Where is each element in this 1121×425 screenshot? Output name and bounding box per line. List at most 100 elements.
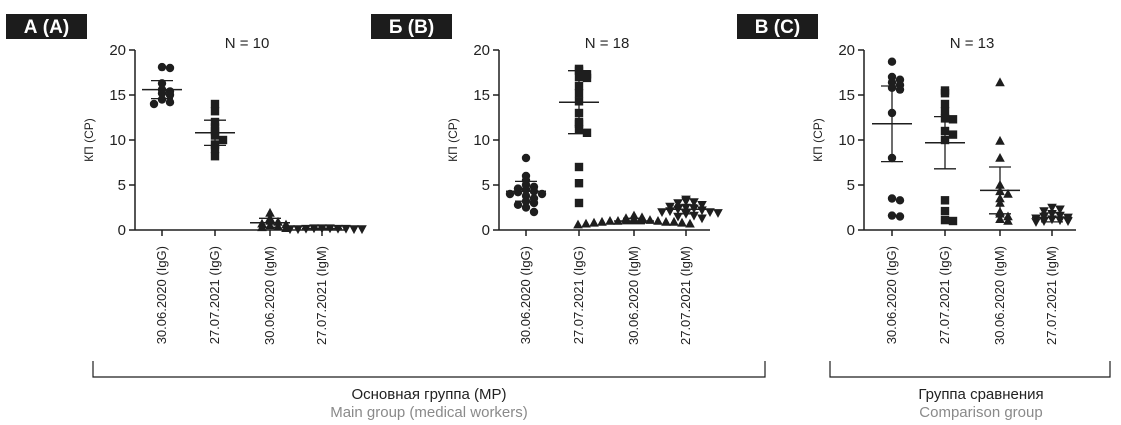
panel-2-data-point	[689, 198, 699, 208]
panel-2-data-point	[582, 73, 592, 83]
panel-2-y-tick-label: 20	[473, 42, 490, 59]
panel-2-y-tick-label: 10	[473, 132, 490, 149]
panel-1-data-point	[349, 225, 359, 235]
panel-3-data-point	[940, 206, 950, 216]
panel-3-data-point	[948, 115, 958, 124]
panel-3-data-point	[887, 211, 897, 220]
panel-3-badge-label: В (C)	[755, 17, 800, 38]
panel-3-data-point	[940, 215, 950, 225]
panel-3-category-label: 30.06.2020 (IgM)	[992, 246, 1007, 345]
panel-3-data-point	[1031, 218, 1041, 227]
panel-2-y-tick-label: 15	[473, 87, 490, 104]
panel-1-data-point	[165, 63, 175, 73]
panel-3-data-point	[895, 196, 905, 205]
panel-1-y-tick-label: 20	[109, 42, 126, 59]
panel-1-data-point	[218, 135, 228, 145]
panel-1-category-label: 27.07.2021 (IgM)	[314, 246, 329, 345]
panel-2-data-point	[673, 212, 683, 222]
panel-2-data-point	[513, 188, 523, 197]
panel-3-category-label: 27.07.2021 (IgG)	[937, 246, 952, 344]
panel-3-y-axis-title: КП (CP)	[811, 118, 825, 162]
panel-1-data-point	[210, 152, 220, 161]
panel-3-y-tick-label: 20	[838, 42, 855, 59]
panel-1-data-point	[157, 95, 167, 104]
comparison-group-label-en: Comparison group	[919, 404, 1042, 421]
panel-1-data-point	[165, 90, 175, 100]
panel-1-data-point	[285, 225, 295, 235]
panel-2-data-point	[645, 215, 655, 224]
panel-3-data-point	[1055, 216, 1065, 226]
panel-2-data-point	[589, 217, 599, 227]
panel-2-y-tick-label: 0	[482, 222, 490, 239]
panel-3-category-label: 30.06.2020 (IgG)	[884, 246, 899, 344]
panel-2-data-point	[689, 211, 699, 221]
panel-3-data-point	[940, 89, 950, 98]
panel-2-data-point	[573, 219, 583, 229]
panel-3-n-label: N = 13	[950, 35, 995, 52]
panel-1-y-tick-label: 5	[118, 177, 126, 194]
main-group-label-ru: Основная группа (МР)	[351, 386, 506, 403]
panel-2-data-point	[597, 216, 607, 226]
panel-2-data-point	[574, 198, 584, 208]
panel-1-category-label: 27.07.2021 (IgG)	[207, 246, 222, 344]
panel-3-data-point	[995, 214, 1005, 223]
comparison-group-bracket	[829, 361, 1111, 378]
panel-1-data-point	[357, 225, 367, 235]
panel-1-category-label: 30.06.2020 (IgM)	[262, 246, 277, 345]
panel-3-data-point	[995, 135, 1005, 145]
panel-2-badge-label: Б (B)	[389, 17, 434, 38]
panel-3-data-point	[887, 194, 897, 203]
panel-1-badge	[6, 14, 87, 39]
panel-3-data-point	[1003, 211, 1013, 221]
panel-2-data-point	[574, 162, 584, 172]
panel-2-data-point	[669, 216, 679, 226]
panel-2-y-tick-label: 5	[482, 177, 490, 194]
panel-1-data-point	[149, 99, 159, 109]
panel-2-data-point	[713, 209, 723, 218]
panel-2-data-point	[605, 216, 615, 225]
panel-3-data-point	[940, 99, 950, 109]
panel-3-data-point	[1039, 207, 1049, 217]
panel-3-data-point	[995, 153, 1005, 162]
panel-2-y-axis-title: КП (CP)	[446, 118, 460, 162]
panel-1-y-tick-label: 0	[118, 222, 126, 239]
panel-2-data-point	[582, 128, 592, 137]
panel-3-data-point	[1003, 189, 1013, 198]
panel-2-data-point	[657, 208, 667, 217]
panel-2-data-point	[661, 216, 671, 226]
panel-2-category-label: 30.06.2020 (IgG)	[518, 246, 533, 344]
panel-2-data-point	[681, 197, 691, 207]
panel-1-y-tick-label: 15	[109, 87, 126, 104]
panel-1-data-point	[341, 224, 351, 234]
panel-3-data-point	[940, 107, 950, 116]
panel-2-data-point	[521, 153, 531, 163]
panel-2-data-point	[574, 179, 584, 188]
panel-3-data-point	[895, 85, 905, 94]
panel-3-y-tick-label: 0	[847, 222, 855, 239]
panel-3-data-point	[948, 130, 958, 139]
panel-1-n-label: N = 10	[225, 35, 270, 52]
panel-2-n-label: N = 18	[585, 35, 630, 52]
comparison-group-label-ru: Группа сравнения	[918, 386, 1043, 403]
panel-1-category-label: 30.06.2020 (IgG)	[154, 246, 169, 344]
panel-1-data-point	[165, 98, 175, 107]
panel-2-data-point	[513, 200, 523, 209]
panel-1-data-point	[210, 99, 220, 109]
panel-2-data-point	[529, 198, 539, 208]
panel-3-data-point	[1055, 211, 1065, 221]
panel-2-data-point	[697, 206, 707, 216]
panel-1-data-point	[157, 62, 167, 72]
panel-2-category-label: 27.07.2021 (IgG)	[571, 246, 586, 344]
panel-3-y-tick-label: 10	[838, 132, 855, 149]
panel-3-data-point	[948, 216, 958, 226]
panel-2-data-point	[697, 214, 707, 224]
panel-2-category-label: 30.06.2020 (IgM)	[626, 246, 641, 345]
panel-3-data-point	[1063, 217, 1073, 226]
panel-2-data-point	[705, 208, 715, 217]
panel-3-data-point	[1047, 203, 1057, 213]
panel-1-data-point	[265, 207, 275, 217]
panel-2-data-point	[581, 218, 591, 228]
main-group-label-en: Main group (medical workers)	[330, 404, 528, 421]
